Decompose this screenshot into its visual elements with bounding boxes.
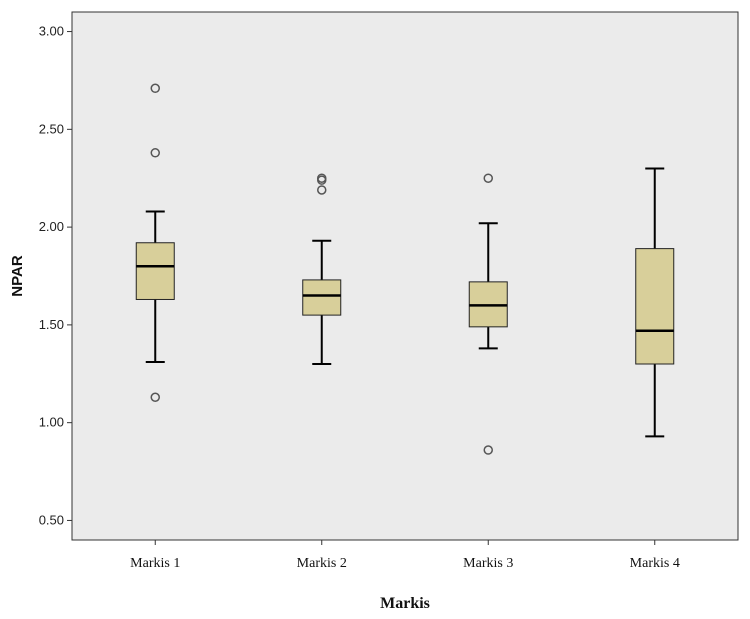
y-tick-label: 3.00 bbox=[39, 24, 64, 39]
x-tick-label: Markis 2 bbox=[297, 556, 347, 571]
outlier-point bbox=[317, 185, 327, 195]
y-tick-label: 2.00 bbox=[39, 219, 64, 234]
y-tick-label: 0.50 bbox=[39, 512, 64, 527]
x-tick-label: Markis 3 bbox=[463, 556, 513, 571]
x-tick-label: Markis 4 bbox=[630, 556, 680, 571]
box-group bbox=[302, 173, 342, 365]
box-group bbox=[468, 173, 508, 455]
plot-area bbox=[71, 11, 739, 541]
iqr-box bbox=[635, 248, 675, 365]
y-tick-label: 2.50 bbox=[39, 121, 64, 136]
outlier-point bbox=[483, 445, 493, 455]
x-axis-labels: Markis 1 Markis 2 Markis 3 Markis 4 bbox=[130, 540, 680, 571]
box-group bbox=[135, 83, 175, 402]
outlier-point bbox=[150, 392, 160, 402]
outlier-point bbox=[317, 175, 327, 185]
y-tick-label: 1.00 bbox=[39, 415, 64, 430]
x-axis-title: Markis bbox=[380, 595, 430, 612]
box-group bbox=[635, 167, 675, 438]
iqr-box bbox=[135, 242, 175, 300]
boxes bbox=[135, 83, 675, 455]
outlier-point bbox=[150, 83, 160, 94]
y-tick-label: 1.50 bbox=[39, 317, 64, 332]
y-axis: 0.50 1.00 1.50 2.00 2.50 3.00 bbox=[39, 24, 72, 527]
x-tick-label: Markis 1 bbox=[130, 556, 180, 571]
iqr-box bbox=[302, 279, 342, 316]
outlier-point bbox=[150, 148, 160, 158]
outlier-point bbox=[483, 173, 493, 183]
y-axis-title: NPAR bbox=[9, 255, 26, 297]
